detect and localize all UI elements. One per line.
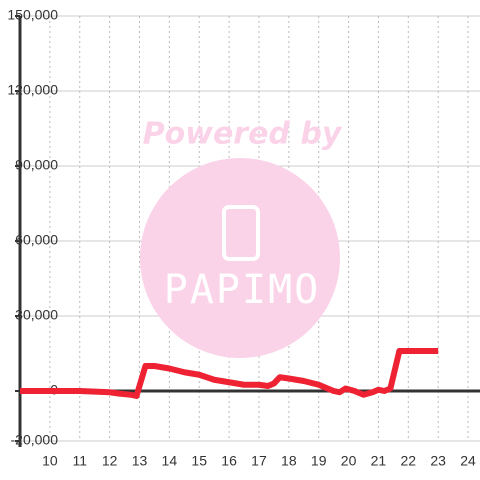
- x-tick-label: 13: [132, 453, 148, 469]
- watermark-text: Powered by: [143, 117, 343, 152]
- y-tick-label: 150,000: [7, 7, 58, 23]
- watermark: Powered by PAPIMO: [140, 117, 343, 358]
- y-tick-label: 120,000: [7, 82, 58, 98]
- x-tick-label: 21: [371, 453, 387, 469]
- x-tick-label: 10: [42, 453, 58, 469]
- watermark-icon: [222, 205, 260, 261]
- y-tick-label: 30,000: [15, 307, 58, 323]
- y-tick-label: 90,000: [15, 157, 58, 173]
- line: [20, 348, 439, 399]
- x-tick-label: 24: [460, 453, 476, 469]
- x-tick-label: 20: [341, 453, 357, 469]
- x-tick-label: 16: [221, 453, 237, 469]
- x-tick-label: 15: [191, 453, 207, 469]
- x-tick-label: 14: [162, 453, 178, 469]
- x-tick-label: 23: [430, 453, 446, 469]
- x-tick-label: 22: [401, 453, 417, 469]
- y-tick-label: -20,000: [11, 432, 59, 448]
- x-tick-label: 18: [281, 453, 297, 469]
- y-tick-label: 60,000: [15, 232, 58, 248]
- watermark-logo: PAPIMO: [164, 267, 321, 313]
- x-tick-label: 19: [311, 453, 327, 469]
- x-tick-label: 17: [251, 453, 267, 469]
- x-tick-label: 12: [102, 453, 118, 469]
- x-tick-label: 11: [72, 453, 87, 469]
